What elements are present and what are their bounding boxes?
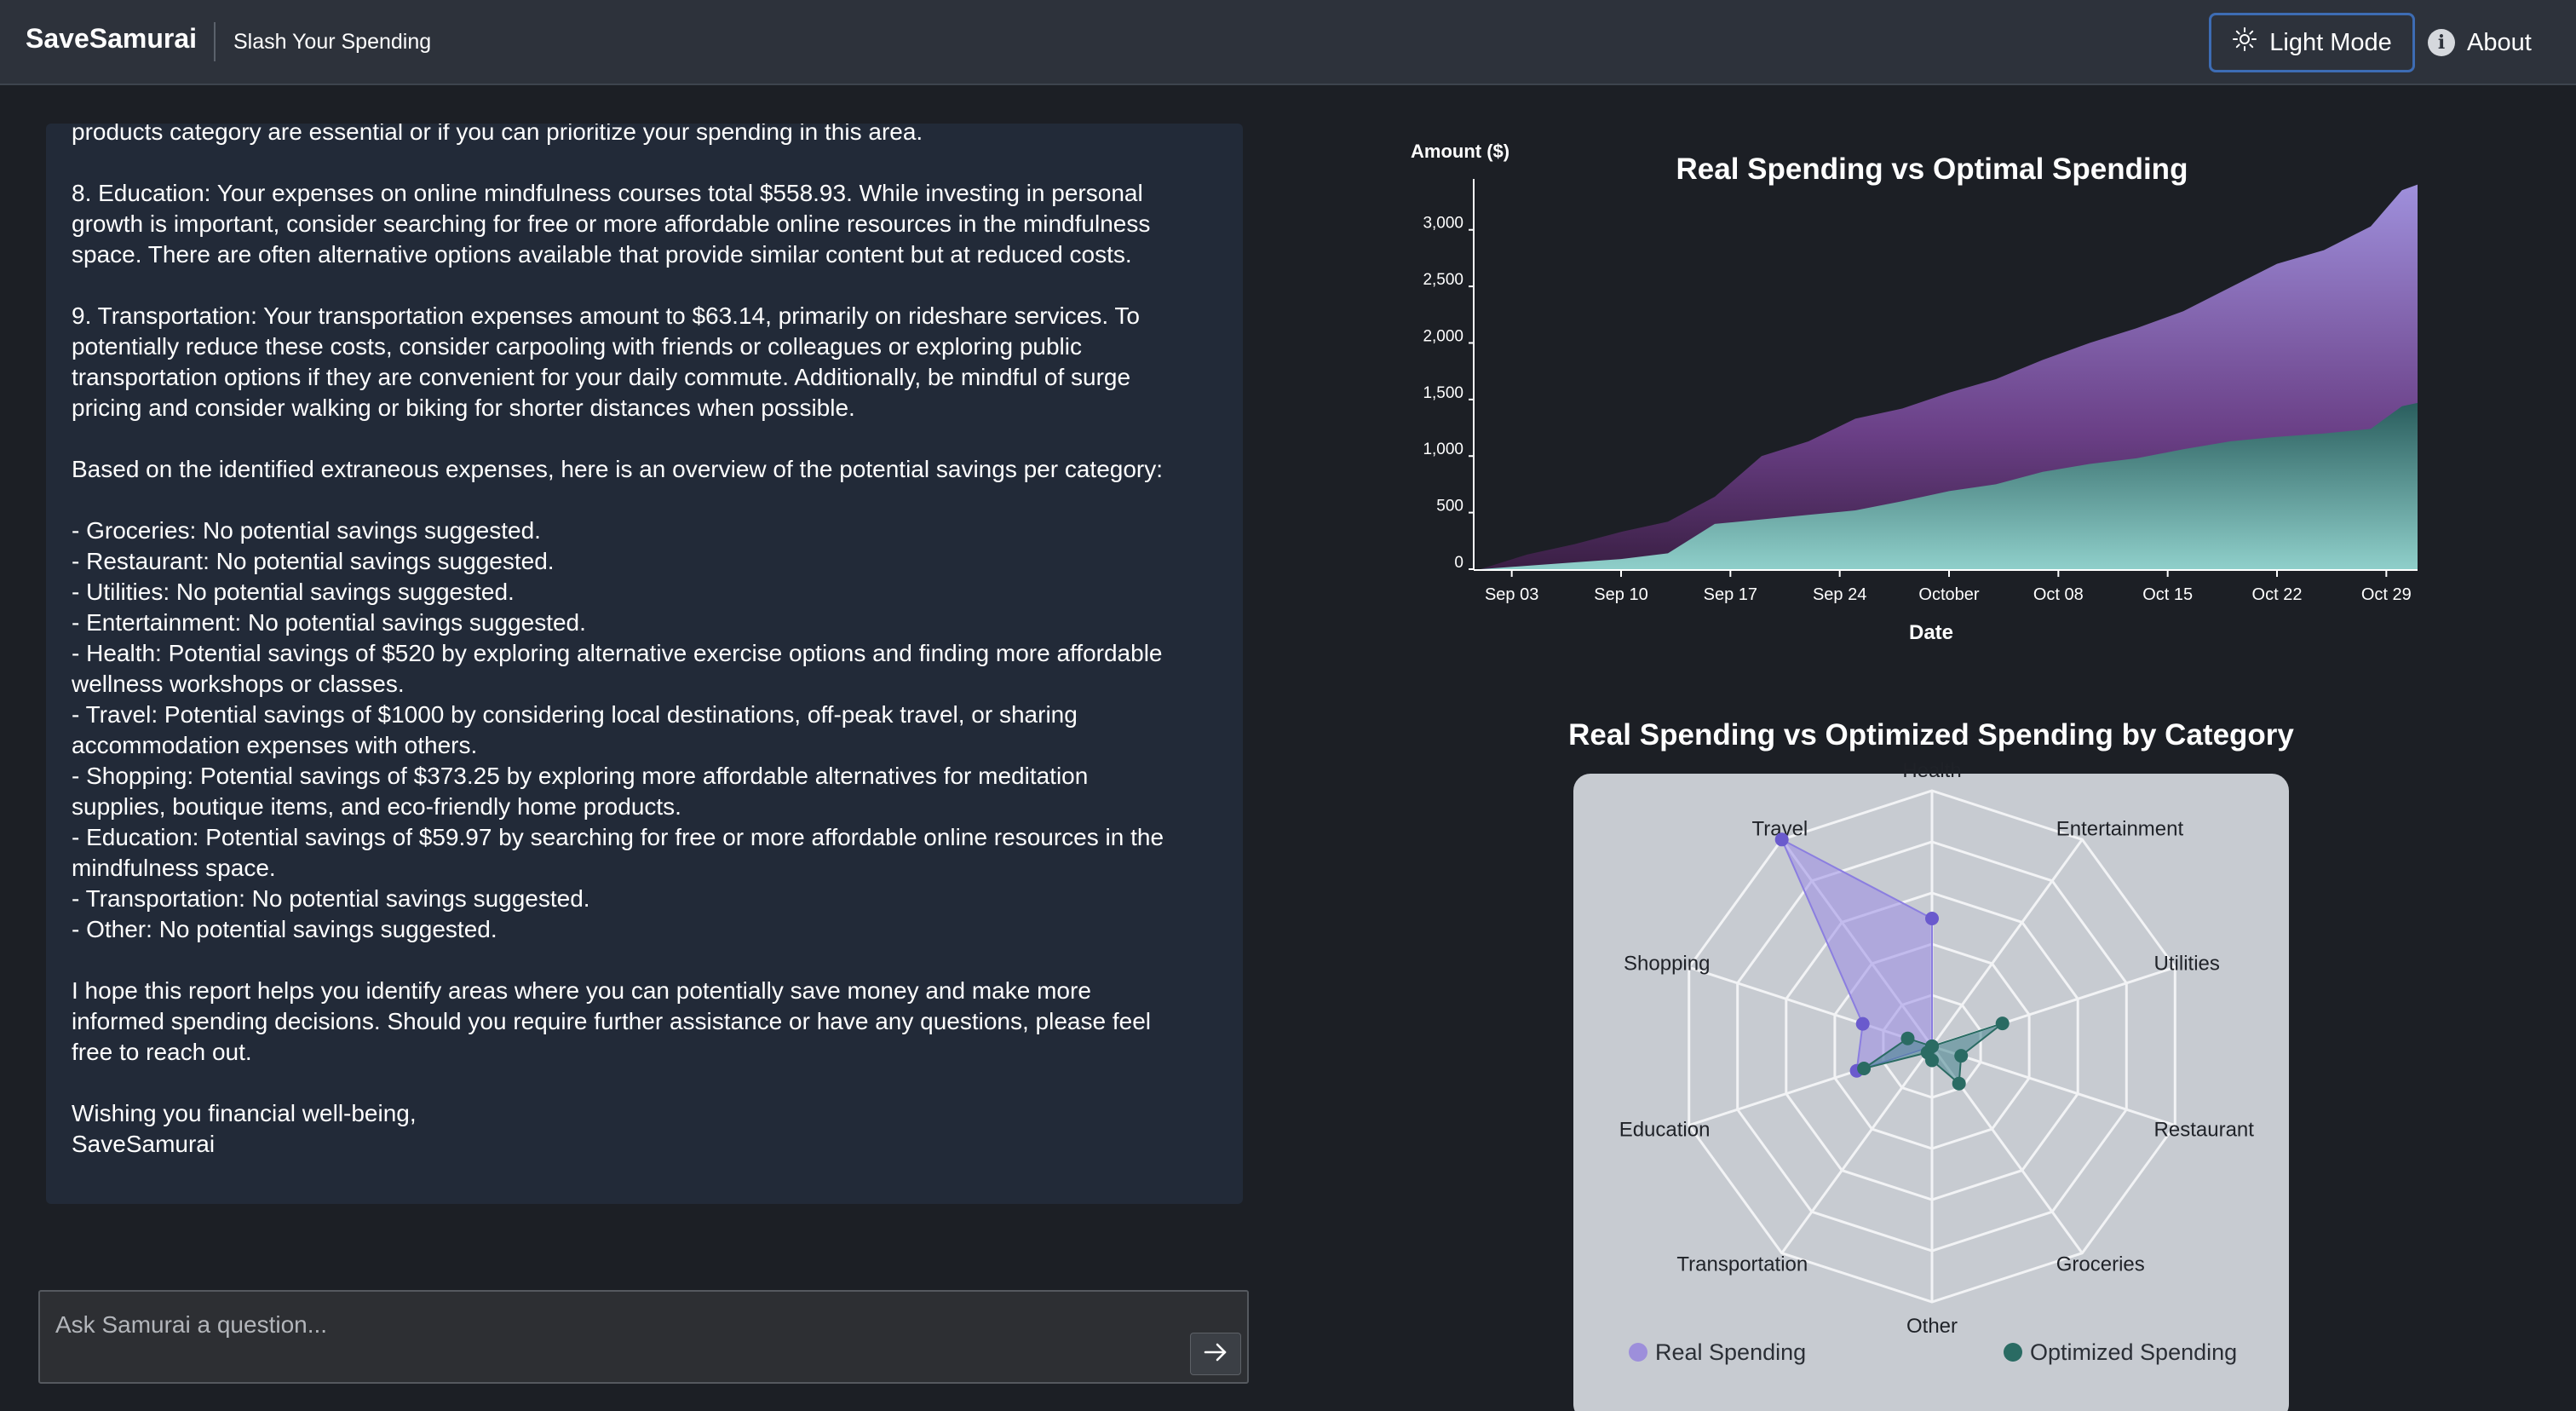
radar-label-education: Education	[1619, 1119, 1711, 1142]
real-point-health[interactable]	[1925, 912, 1939, 925]
x-tick-label: October	[1918, 585, 1979, 604]
radar-label-shopping: Shopping	[1624, 952, 1710, 975]
top-navbar: SaveSamurai Slash Your Spending Light Mo…	[0, 0, 2576, 85]
brand-logo-text[interactable]: SaveSamurai	[26, 23, 198, 54]
radar-legend: Real Spending Optimized Spending	[1629, 1339, 2237, 1365]
sun-icon	[2232, 26, 2257, 59]
chat-response-panel[interactable]: products category are essential or if yo…	[46, 124, 1243, 1204]
legend-real-swatch	[1629, 1343, 1647, 1362]
radar-series	[1774, 832, 2010, 1091]
area-chart-x-axis: Sep 03 Sep 10 Sep 17 Sep 24 October Oct 08 Oct…	[1474, 569, 2418, 604]
radar-label-transportation: Transportation	[1676, 1253, 1808, 1276]
optimal-spending-area	[1481, 402, 2418, 569]
area-chart-xlabel: Date	[1909, 621, 1953, 644]
light-mode-label: Light Mode	[2269, 28, 2392, 56]
x-tick-label: Oct 29	[2361, 585, 2412, 604]
real-point-shopping[interactable]	[1855, 1016, 1870, 1031]
optimized-point-groceries[interactable]	[1952, 1076, 1966, 1091]
real-point-travel[interactable]	[1774, 832, 1789, 847]
x-tick-label: Sep 17	[1704, 585, 1757, 604]
y-tick-label: 2,500	[1423, 271, 1463, 289]
radar-label-other: Other	[1906, 1315, 1958, 1338]
arrow-right-icon	[1203, 1342, 1228, 1367]
light-mode-button[interactable]: Light Mode	[2209, 13, 2415, 72]
radar-label-groceries: Groceries	[2056, 1253, 2145, 1276]
x-tick-label: Sep 10	[1594, 585, 1647, 604]
x-tick-label: Sep 03	[1485, 585, 1538, 604]
y-tick-label: 2,000	[1423, 327, 1463, 345]
spending-area-chart: Real Spending vs Optimal Spending Amount…	[1411, 141, 2418, 644]
optimized-point-education[interactable]	[1857, 1062, 1872, 1075]
real-spending-polygon	[1780, 838, 1933, 1073]
optimized-point-travel[interactable]	[1925, 1040, 1939, 1053]
radar-label-health: Health	[1902, 759, 1961, 782]
optimized-point-utilities[interactable]	[1995, 1016, 2010, 1031]
radar-spoke	[1930, 838, 2084, 1047]
y-tick-label: 3,000	[1423, 215, 1463, 233]
question-input-box	[38, 1290, 1249, 1384]
radar-spoke	[1931, 1045, 2176, 1127]
area-chart-y-axis: 0 500 1,000 1,500 2,000 2,500 3,000	[1423, 179, 1475, 572]
info-icon: i	[2428, 29, 2455, 56]
radar-spoke	[1780, 1045, 1934, 1254]
tagline: Slash Your Spending	[233, 30, 432, 54]
x-tick-label: Sep 24	[1813, 585, 1866, 604]
area-chart-title: Real Spending vs Optimal Spending	[1676, 153, 2188, 186]
category-radar-chart: Real Spending vs Optimized Spending by C…	[1568, 718, 2294, 1411]
radar-label-entertainment: Entertainment	[2056, 817, 2184, 840]
assistant-message: products category are essential or if yo…	[72, 124, 1164, 1157]
optimized-point-restaurant[interactable]	[1954, 1049, 1969, 1063]
radar-category-labels: Health Entertainment Utilities Restaurant Gr…	[1619, 759, 2255, 1338]
about-button[interactable]: i About	[2428, 13, 2532, 72]
radar-label-utilities: Utilities	[2154, 952, 2220, 975]
brand-divider	[214, 22, 216, 61]
optimized-point-shopping[interactable]	[1900, 1031, 1915, 1045]
y-tick-label: 500	[1436, 498, 1463, 515]
y-tick-label: 1,500	[1423, 384, 1463, 402]
y-tick-label: 0	[1454, 554, 1463, 572]
send-button[interactable]	[1190, 1333, 1241, 1375]
legend-optimized-swatch	[2004, 1343, 2022, 1362]
x-tick-label: Oct 22	[2252, 585, 2303, 604]
x-tick-label: Oct 15	[2142, 585, 2193, 604]
legend-optimized-label[interactable]: Optimized Spending	[2030, 1339, 2237, 1365]
x-tick-label: Oct 08	[2033, 585, 2084, 604]
legend-real-label[interactable]: Real Spending	[1655, 1339, 1806, 1365]
radar-chart-title: Real Spending vs Optimized Spending by C…	[1568, 718, 2294, 752]
area-chart-ylabel: Amount ($)	[1411, 141, 1509, 162]
about-label: About	[2467, 28, 2532, 56]
question-input[interactable]	[54, 1307, 1164, 1343]
y-tick-label: 1,000	[1423, 441, 1463, 458]
radar-label-restaurant: Restaurant	[2154, 1119, 2255, 1142]
